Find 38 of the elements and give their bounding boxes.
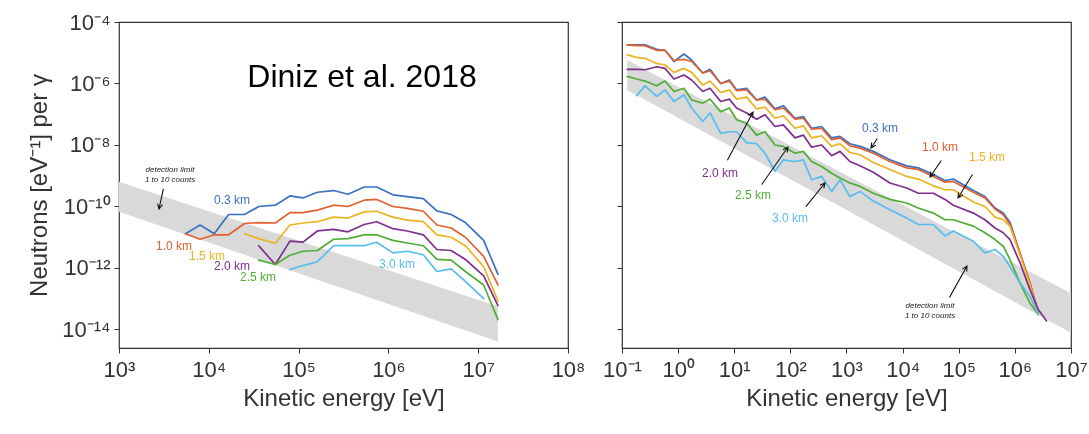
text: 2.0 km [701, 166, 739, 180]
series-label: 0.3 km [213, 193, 251, 207]
series-label: 3.0 km [378, 257, 416, 271]
line-series [257, 220, 499, 307]
y-tick-label: 10⁻⁸ [69, 132, 111, 158]
series-label: 2.5 km [239, 270, 277, 284]
x-tick-label: 10⁴ [886, 356, 921, 382]
x-tick-label: 10³ [103, 356, 136, 382]
x-tick-label: 10⁶ [372, 356, 406, 382]
text: 3.0 km [771, 211, 809, 225]
line-series [257, 233, 499, 321]
annotation: detection limit 1 to 10 counts [144, 165, 196, 184]
annotation: Diniz et al. 2018 [247, 58, 477, 94]
x-tick-label: 10⁶ [998, 356, 1033, 382]
y-tick-label: 10⁻⁶ [69, 71, 111, 96]
x-tick-label: 10¹ [718, 356, 751, 382]
x-axis-title: Kinetic energy [eV] [746, 383, 948, 411]
x-tick-label: 10⁰ [662, 356, 695, 382]
y-axis-title: Neutrons [eV⁻¹] per γ [25, 74, 53, 297]
y-tick-label: 10⁻¹⁴ [62, 316, 111, 342]
x-tick-label: 10⁸ [551, 356, 586, 382]
x-tick-label: 10⁷ [462, 356, 495, 382]
series-label: 0.3 km [861, 121, 899, 135]
text: 1.5 km [968, 150, 1006, 164]
annotation: detection limit 1 to 10 counts [904, 301, 956, 320]
x-tick-label: 10⁵ [282, 356, 316, 382]
y-tick-label: 10⁻⁴ [69, 9, 111, 35]
y-tick-label: 10⁻¹² [64, 255, 111, 281]
x-tick-label: 10⁻¹ [603, 356, 642, 382]
y-tick-label: 10⁻¹⁰ [63, 193, 111, 219]
text: 2.5 km [734, 188, 772, 202]
x-tick-label: 10⁴ [192, 356, 227, 382]
x-tick-label: 10³ [831, 356, 863, 382]
x-axis-title: Kinetic energy [eV] [243, 383, 445, 411]
x-tick-label: 10² [774, 356, 807, 382]
series-label: 1.0 km [921, 140, 959, 154]
x-tick-label: 10⁵ [942, 356, 977, 382]
x-tick-label: 10⁷ [1055, 356, 1088, 382]
